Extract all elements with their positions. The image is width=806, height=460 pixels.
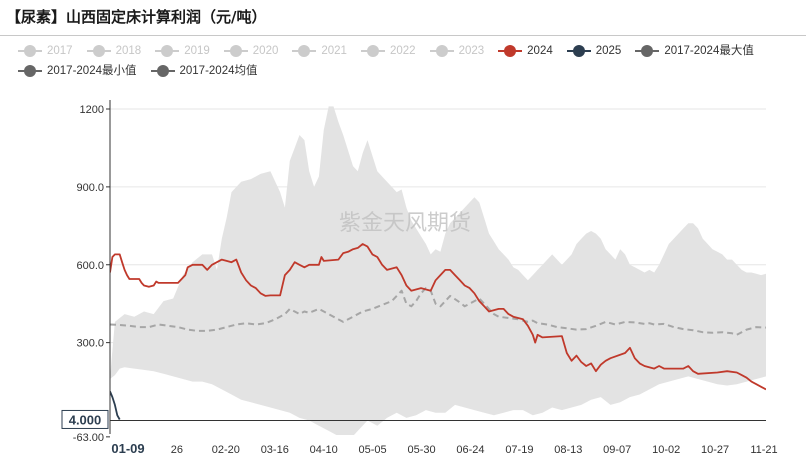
legend-marker bbox=[223, 45, 248, 57]
series-line-2 bbox=[110, 287, 766, 336]
series-line-4 bbox=[110, 391, 121, 420]
x-tick-label: 07-19 bbox=[505, 444, 533, 456]
x-tick-label: 10-27 bbox=[701, 444, 729, 456]
legend-marker bbox=[155, 45, 180, 57]
legend-item-8[interactable]: 2025 bbox=[566, 41, 622, 61]
legend-label: 2023 bbox=[458, 45, 485, 57]
legend-marker bbox=[566, 45, 591, 57]
x-tick-label: 05-30 bbox=[407, 444, 435, 456]
legend-label: 2020 bbox=[252, 45, 279, 57]
legend-item-10[interactable]: 2017-2024最小值 bbox=[18, 61, 137, 81]
legend-label: 2017-2024均值 bbox=[179, 65, 258, 77]
x-tick-label: 26 bbox=[171, 444, 183, 456]
legend-marker bbox=[635, 45, 660, 57]
legend-item-1[interactable]: 2018 bbox=[86, 41, 142, 61]
legend-label: 2017-2024最小值 bbox=[47, 65, 137, 77]
x-tick-label: 06-24 bbox=[456, 444, 484, 456]
x-tick-label: 01-09 bbox=[111, 441, 144, 456]
y-tick-label: 900.0 bbox=[76, 182, 104, 194]
band-layer bbox=[110, 106, 766, 435]
x-tick-label: 08-13 bbox=[554, 444, 582, 456]
legend-item-7[interactable]: 2024 bbox=[498, 41, 553, 61]
y-tick-label: 600.0 bbox=[76, 260, 104, 272]
legend-marker bbox=[150, 65, 175, 77]
chart-title: 【尿素】山西固定床计算利润（元/吨） bbox=[6, 8, 267, 26]
legend-marker bbox=[360, 45, 385, 57]
legend-marker bbox=[498, 45, 523, 57]
axis-layer: 1200 900.0 600.0 300.0 -63.00 01-09 26 02-20 03-… bbox=[61, 100, 778, 456]
series-line-3 bbox=[110, 243, 766, 391]
x-tick-label: 09-07 bbox=[603, 444, 631, 456]
x-tick-label: 11-21 bbox=[750, 444, 777, 456]
legend-label: 2025 bbox=[595, 45, 622, 57]
legend-label: 2019 bbox=[184, 45, 210, 57]
legend-item-4[interactable]: 2021 bbox=[292, 41, 347, 61]
legend-label: 2018 bbox=[115, 45, 142, 57]
legend-marker bbox=[18, 45, 42, 57]
x-tick-label: 10-02 bbox=[652, 444, 680, 456]
max-min-band bbox=[110, 106, 766, 435]
y-tick-label: 300.0 bbox=[76, 338, 104, 350]
legend-label: 2024 bbox=[527, 45, 553, 57]
legend-item-0[interactable]: 2017 bbox=[18, 41, 73, 61]
x-tick-label: 02-20 bbox=[212, 444, 240, 456]
chart-legend: 2017 2018 2019 2020 2021 2022 2023 2024 2025 2017… bbox=[18, 41, 788, 81]
last-value-box bbox=[61, 409, 109, 429]
legend-label: 2017-2024最大值 bbox=[664, 45, 754, 57]
y-tick-label: -63.00 bbox=[73, 432, 104, 444]
legend-item-9[interactable]: 2017-2024最大值 bbox=[635, 41, 754, 61]
legend-item-11[interactable]: 2017-2024均值 bbox=[150, 61, 258, 81]
x-tick-label: 03-16 bbox=[261, 444, 289, 456]
last-value-label: 4.000 bbox=[69, 412, 102, 427]
legend-label: 2017 bbox=[47, 45, 73, 57]
y-tick-label: 1200 bbox=[80, 104, 104, 116]
legend-marker bbox=[429, 45, 454, 57]
x-tick-label: 04-10 bbox=[310, 444, 338, 456]
legend-label: 2022 bbox=[389, 45, 416, 57]
title-divider bbox=[0, 35, 806, 36]
legend-item-2[interactable]: 2019 bbox=[155, 41, 210, 61]
legend-item-3[interactable]: 2020 bbox=[223, 41, 279, 61]
legend-item-5[interactable]: 2022 bbox=[360, 41, 416, 61]
legend-marker bbox=[86, 45, 111, 57]
legend-marker bbox=[18, 65, 42, 77]
x-tick-label: 05-05 bbox=[359, 444, 387, 456]
legend-item-6[interactable]: 2023 bbox=[429, 41, 485, 61]
legend-marker bbox=[292, 45, 317, 57]
line-layer bbox=[110, 243, 766, 420]
watermark: 紫金天风期货 bbox=[339, 211, 471, 236]
legend-label: 2021 bbox=[321, 45, 347, 57]
